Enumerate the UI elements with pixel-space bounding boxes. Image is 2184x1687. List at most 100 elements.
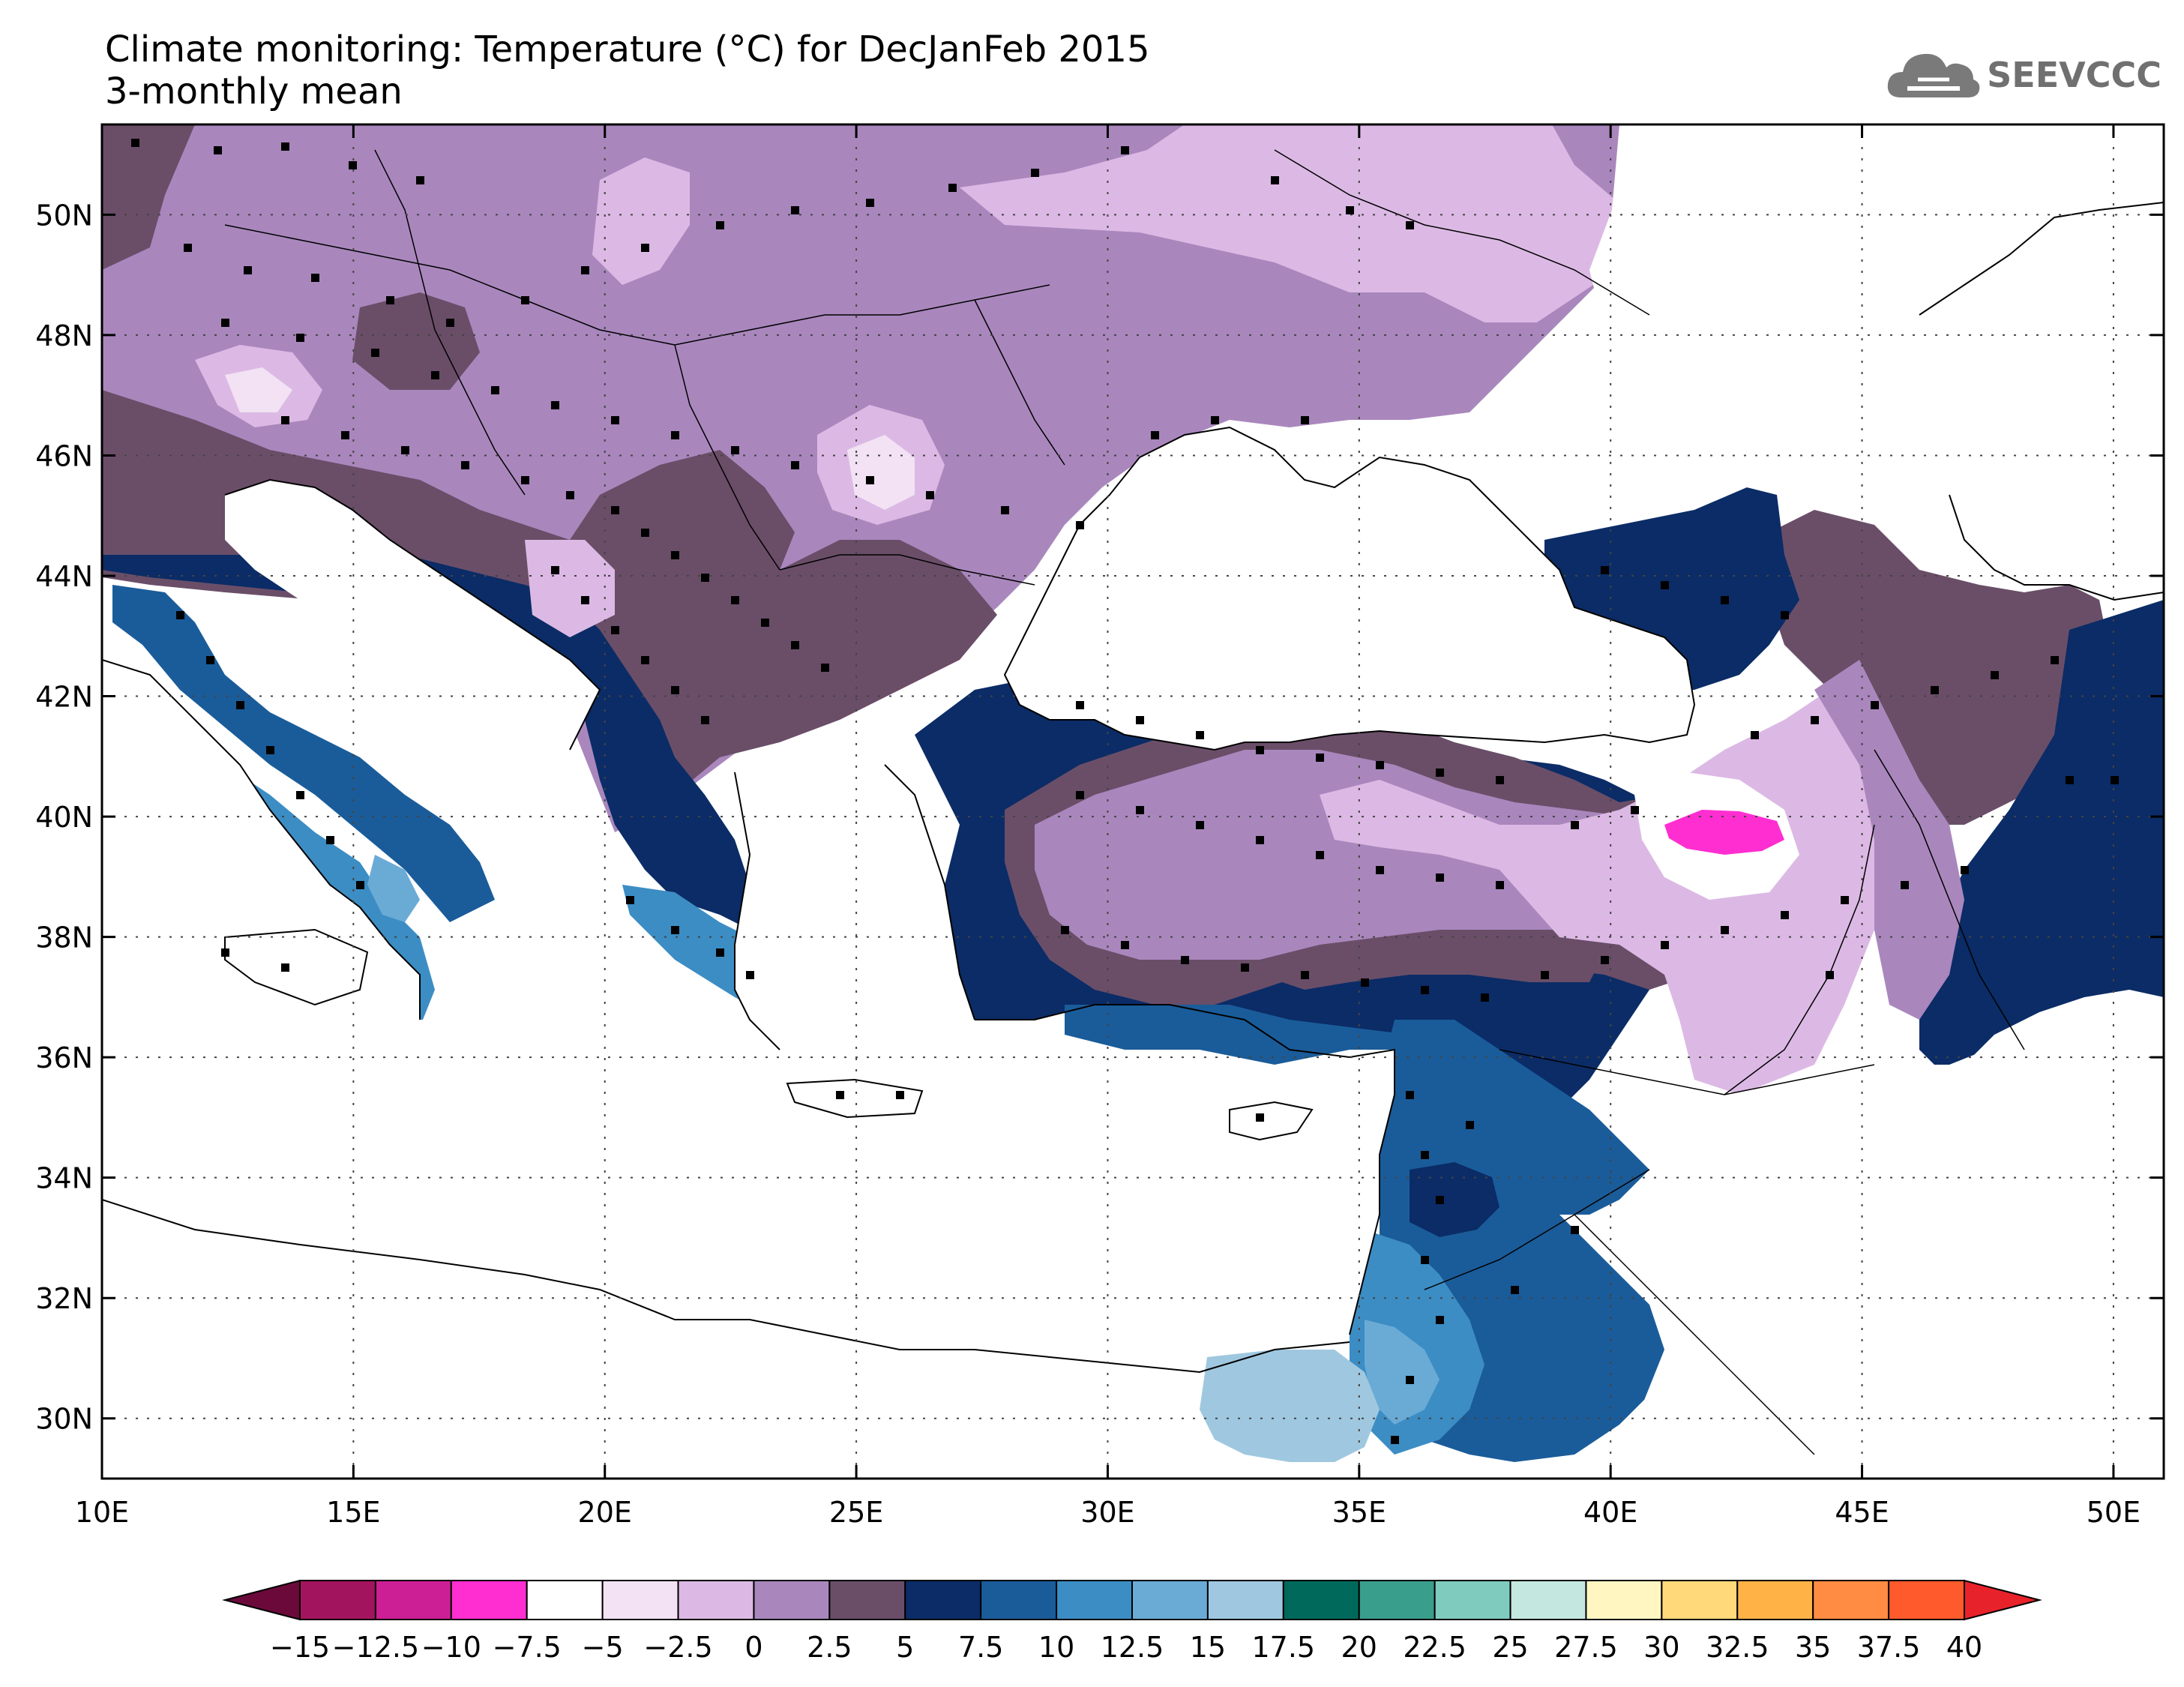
station-marker: [791, 206, 799, 214]
station-marker: [611, 506, 619, 514]
colorbar: −15 −12.5 −10 −7.5 −5 −2.5 0 2.5 5 7.5 10 12.5 15 17.…: [222, 1579, 2042, 1664]
colorbar-swatch: [1206, 1580, 1284, 1620]
colorbar-label: −12.5: [332, 1631, 419, 1664]
field-neg25-ne: [960, 124, 1627, 322]
station-marker: [611, 416, 619, 424]
station-marker: [1811, 716, 1819, 724]
station-marker: [791, 461, 799, 469]
station-marker: [311, 274, 319, 282]
station-marker: [1196, 821, 1204, 829]
station-marker: [1421, 1151, 1429, 1159]
station-marker: [1781, 611, 1789, 619]
lat-tick-label: 44N: [35, 560, 93, 593]
station-marker: [296, 334, 304, 342]
map-frame: [100, 123, 2165, 1480]
station-marker: [761, 619, 769, 627]
colorbar-label: 40: [1946, 1631, 1982, 1664]
lat-tick-label: 38N: [35, 921, 93, 954]
station-marker: [2051, 656, 2059, 664]
lon-tick-label: 45E: [1835, 1496, 1889, 1529]
chart-subtitle: 3-monthly mean: [105, 70, 403, 112]
station-marker: [281, 416, 289, 424]
station-marker: [731, 446, 739, 454]
field-neg25-turkey: [1320, 660, 1889, 1095]
station-marker: [641, 244, 649, 252]
field-neg5-alps-core: [225, 367, 292, 412]
station-marker: [566, 491, 574, 499]
field-15-italy-boot: [367, 855, 420, 922]
station-marker: [1121, 941, 1129, 949]
field-75-turkey-south: [1065, 1005, 1425, 1065]
colorbar-swatch: [1358, 1580, 1436, 1620]
station-marker: [1241, 963, 1249, 972]
station-marker: [896, 1091, 904, 1099]
station-marker: [521, 476, 529, 484]
colorbar-label: 5: [896, 1631, 914, 1664]
station-marker: [206, 656, 214, 664]
arabia-se: [1522, 1005, 2164, 1479]
colorbar-label: 27.5: [1554, 1631, 1618, 1664]
field-5-levant: [1410, 1162, 1499, 1237]
field-5-iran: [1919, 600, 2164, 1080]
station-marker: [1076, 701, 1084, 709]
station-marker: [551, 401, 559, 409]
station-marker: [1346, 206, 1354, 214]
station-marker: [791, 641, 799, 649]
colorbar-swatch: [1585, 1580, 1663, 1620]
station-marker: [1196, 731, 1204, 739]
lat-tick-label: 46N: [35, 439, 93, 472]
station-marker: [581, 596, 589, 604]
colorbar-swatch: [1736, 1580, 1814, 1620]
station-marker: [1436, 1196, 1444, 1204]
station-marker: [1721, 596, 1729, 604]
lon-tick-label: 35E: [1332, 1496, 1386, 1529]
station-marker: [1316, 754, 1324, 762]
colorbar-swatch: [828, 1580, 906, 1620]
lat-tick-label: 32N: [35, 1282, 93, 1315]
station-marker: [281, 963, 289, 972]
station-marker: [1661, 581, 1669, 589]
station-marker: [1541, 971, 1549, 979]
station-marker: [1871, 701, 1879, 709]
station-marker: [1151, 431, 1159, 439]
colorbar-right-arrow: [1964, 1579, 2042, 1621]
station-marker: [461, 461, 469, 469]
colorbar-swatch: [980, 1580, 1058, 1620]
station-marker: [1511, 1286, 1519, 1294]
field-5-adriatic: [102, 555, 750, 930]
station-marker: [1436, 1316, 1444, 1324]
station-marker: [671, 431, 679, 439]
station-marker: [821, 664, 829, 672]
station-marker: [1181, 956, 1189, 964]
field-neg75-turkey: [1664, 810, 1784, 855]
lon-tick-label: 40E: [1583, 1496, 1637, 1529]
station-marker: [281, 142, 289, 151]
colorbar-swatch: [1888, 1580, 1965, 1620]
station-marker: [236, 701, 244, 709]
field-25-balkans: [570, 510, 997, 817]
lat-tick-label: 36N: [35, 1041, 93, 1074]
station-marker: [341, 431, 349, 439]
station-marker: [431, 371, 439, 379]
lon-tick-label: 20E: [578, 1496, 632, 1529]
lon-tick-label: 15E: [326, 1496, 380, 1529]
station-marker: [1301, 971, 1309, 979]
aegean-sea: [735, 765, 975, 1065]
station-marker: [1661, 941, 1669, 949]
caspian-sea: [1919, 202, 2164, 600]
station-marker: [1721, 926, 1729, 934]
station-marker: [1136, 806, 1144, 814]
station-marker: [671, 551, 679, 559]
station-marker: [371, 349, 379, 357]
station-marker: [716, 221, 724, 229]
station-marker: [611, 626, 619, 634]
station-marker: [244, 266, 252, 274]
colorbar-label: 15: [1190, 1631, 1226, 1664]
lon-tick-label: 30E: [1080, 1496, 1134, 1529]
station-marker: [1406, 1091, 1414, 1099]
station-marker: [926, 491, 934, 499]
station-marker: [581, 266, 589, 274]
station-marker: [296, 791, 304, 799]
station-marker: [1601, 566, 1609, 574]
colorbar-label: −2.5: [643, 1631, 712, 1664]
